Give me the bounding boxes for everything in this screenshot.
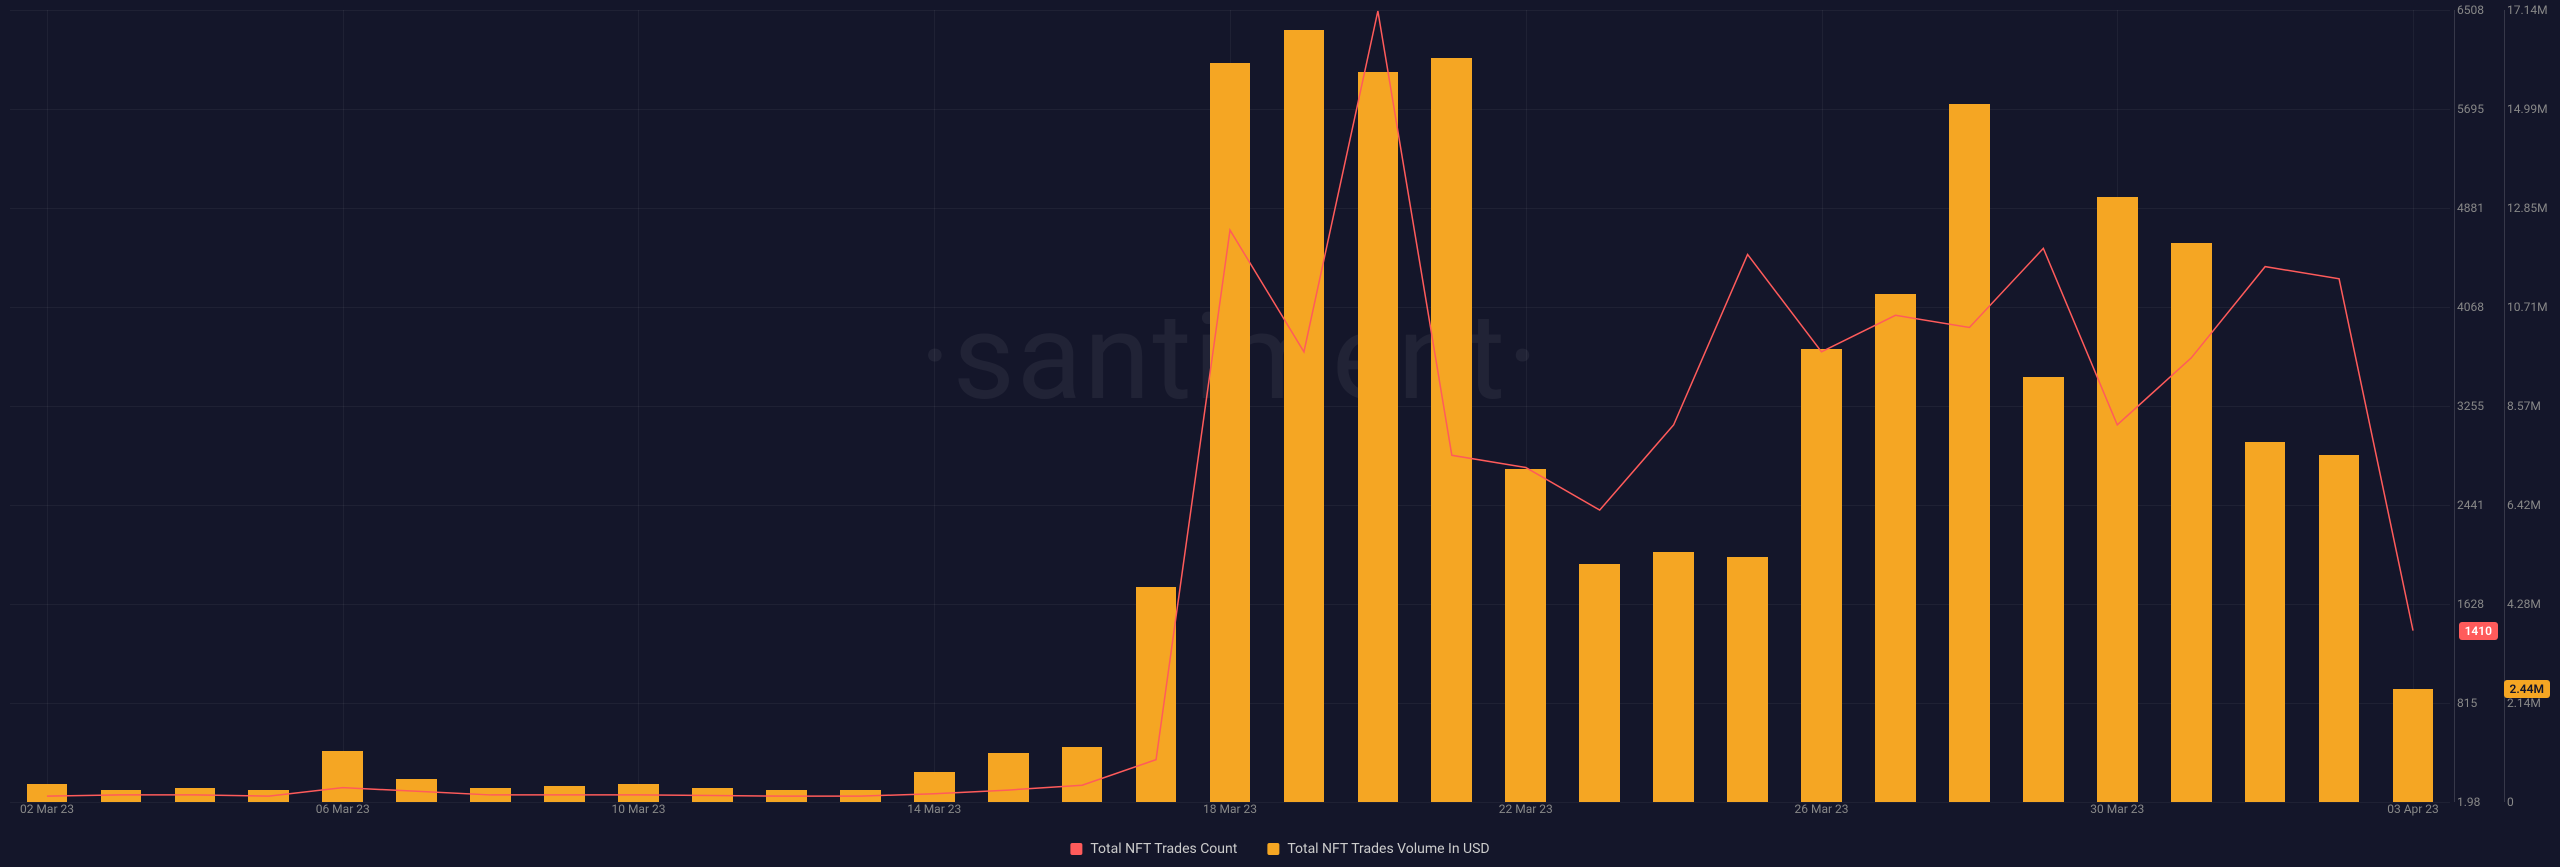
y-tick-volume: 0 [2507, 795, 2514, 809]
volume-bar[interactable] [1136, 587, 1177, 802]
y-tick-volume: 14.99M [2507, 102, 2548, 116]
volume-bar[interactable] [692, 788, 733, 802]
volume-bar[interactable] [1727, 557, 1768, 802]
volume-bar[interactable] [1062, 747, 1103, 802]
volume-bar[interactable] [2171, 243, 2212, 802]
y-tick-count: 6508 [2457, 3, 2484, 17]
volume-bar[interactable] [1875, 294, 1916, 802]
volume-bar[interactable] [1431, 58, 1472, 802]
volume-bar[interactable] [175, 788, 216, 802]
volume-bar[interactable] [101, 790, 142, 802]
volume-bar[interactable] [1949, 104, 1990, 802]
volume-bar[interactable] [2245, 442, 2286, 802]
volume-bar[interactable] [1653, 552, 1694, 802]
y-tick-volume: 12.85M [2507, 201, 2548, 215]
y-tick-count: 4881 [2457, 201, 2484, 215]
x-tick-date: 30 Mar 23 [2090, 802, 2144, 816]
y-tick-count: 3255 [2457, 399, 2484, 413]
y-tick-volume: 4.28M [2507, 597, 2541, 611]
grid-line-v [638, 10, 639, 802]
y-tick-count: 2441 [2457, 498, 2484, 512]
volume-bar[interactable] [1210, 63, 1251, 802]
x-tick-date: 22 Mar 23 [1499, 802, 1553, 816]
legend-swatch-volume [1267, 843, 1279, 855]
volume-bar[interactable] [840, 790, 881, 802]
volume-bar[interactable] [618, 784, 659, 802]
legend-label-volume: Total NFT Trades Volume In USD [1287, 841, 1489, 857]
chart-plot-area: ·santiment· [10, 10, 2450, 802]
y-tick-count: 815 [2457, 696, 2477, 710]
volume-bar[interactable] [1284, 30, 1325, 802]
y-tick-volume: 17.14M [2507, 3, 2548, 17]
volume-bar[interactable] [470, 788, 511, 802]
volume-bar[interactable] [248, 790, 289, 802]
legend-item-volume[interactable]: Total NFT Trades Volume In USD [1267, 841, 1489, 857]
volume-bar[interactable] [1505, 469, 1546, 802]
y-tick-count: 1.98 [2457, 795, 2480, 809]
x-tick-date: 26 Mar 23 [1795, 802, 1849, 816]
y-tick-count: 5695 [2457, 102, 2484, 116]
legend-item-count[interactable]: Total NFT Trades Count [1070, 841, 1237, 857]
badge-count-value: 1410 [2459, 622, 2498, 640]
y-tick-volume: 2.14M [2507, 696, 2541, 710]
grid-line-v [934, 10, 935, 802]
volume-bar[interactable] [322, 751, 363, 802]
volume-bar[interactable] [2393, 689, 2434, 802]
volume-bar[interactable] [766, 790, 807, 802]
x-tick-date: 18 Mar 23 [1203, 802, 1257, 816]
x-tick-date: 06 Mar 23 [316, 802, 370, 816]
volume-bar[interactable] [1801, 349, 1842, 802]
x-tick-date: 03 Apr 23 [2387, 802, 2439, 816]
legend-label-count: Total NFT Trades Count [1090, 841, 1237, 857]
grid-line-v [2413, 10, 2414, 802]
y-tick-count: 4068 [2457, 300, 2484, 314]
volume-bar[interactable] [914, 772, 955, 802]
volume-bar[interactable] [2097, 197, 2138, 802]
chart-legend: Total NFT Trades Count Total NFT Trades … [1070, 841, 1489, 857]
volume-bar[interactable] [1579, 564, 1620, 802]
volume-bar[interactable] [27, 784, 68, 802]
grid-line-v [47, 10, 48, 802]
volume-bar[interactable] [1358, 72, 1399, 802]
y-axis-count: 1.988151628244132554068488156956508 [2455, 10, 2505, 802]
x-tick-date: 14 Mar 23 [907, 802, 961, 816]
y-tick-count: 1628 [2457, 597, 2484, 611]
legend-swatch-count [1070, 843, 1082, 855]
y-tick-volume: 10.71M [2507, 300, 2548, 314]
x-tick-date: 02 Mar 23 [20, 802, 74, 816]
x-tick-date: 10 Mar 23 [611, 802, 665, 816]
y-tick-volume: 8.57M [2507, 399, 2541, 413]
y-tick-volume: 6.42M [2507, 498, 2541, 512]
grid-line-v [343, 10, 344, 802]
x-axis-dates: 02 Mar 23 06 Mar 23 10 Mar 23 14 Mar 23 18 M… [10, 802, 2450, 822]
volume-bar[interactable] [396, 779, 437, 802]
volume-bar[interactable] [544, 786, 585, 802]
volume-bar[interactable] [2319, 455, 2360, 802]
badge-volume-value: 2.44M [2504, 680, 2550, 698]
volume-bar[interactable] [988, 753, 1029, 802]
volume-bar[interactable] [2023, 377, 2064, 802]
